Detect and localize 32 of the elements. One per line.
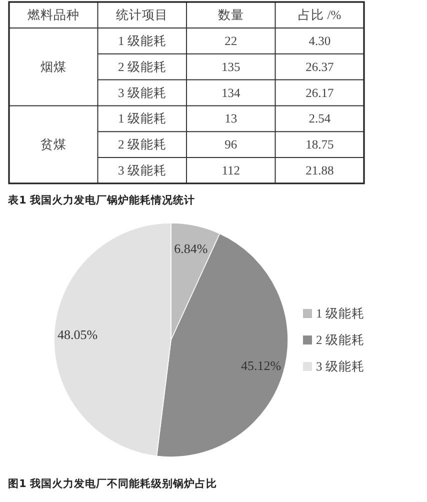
data-label: 13 xyxy=(224,112,238,126)
data-label: 45.12% xyxy=(241,358,282,374)
data-label: 2.54 xyxy=(308,112,332,126)
data-label: 96 xyxy=(224,138,238,152)
data-label: 26.37 xyxy=(306,60,334,74)
caption: 图1 我国火力发电厂不同能耗级别锅炉占比 xyxy=(8,477,217,490)
y-tick-label: 1 级能耗 xyxy=(118,112,166,126)
y2-tick-label: 贫煤 xyxy=(40,138,66,152)
data-label: 48.05% xyxy=(58,326,98,342)
data-label: 6.84% xyxy=(174,241,208,256)
data-label: 134 xyxy=(222,86,241,100)
y-tick-label: 3 级能耗 xyxy=(118,163,166,178)
x-tick-label: 数量 xyxy=(218,8,244,22)
y-tick-label: 2 级能耗 xyxy=(118,60,166,74)
y2-axis-title: 燃料品种 xyxy=(27,8,80,22)
data-label: 18.75 xyxy=(306,138,334,152)
legend-label: 1 级能耗 xyxy=(316,306,364,320)
legend-label: 3 级能耗 xyxy=(316,360,364,374)
y-tick-label: 2 级能耗 xyxy=(118,138,166,152)
y-axis-title: 统计项目 xyxy=(116,8,168,22)
x-tick-label: 占比 /% xyxy=(298,8,342,22)
legend-label: 2 级能耗 xyxy=(316,333,364,347)
data-label: 26.17 xyxy=(306,86,334,100)
data-label: 4.30 xyxy=(308,34,331,48)
text: 表1 我国火力发电厂锅炉能耗情况统计 xyxy=(7,193,195,206)
y-tick-label: 3 级能耗 xyxy=(118,86,166,100)
data-label: 112 xyxy=(222,163,240,178)
data-label: 135 xyxy=(222,60,240,74)
data-label: 22 xyxy=(224,34,238,48)
y2-tick-label: 烟煤 xyxy=(40,60,66,74)
data-label: 21.88 xyxy=(306,163,334,178)
y-tick-label: 1 级能耗 xyxy=(118,34,166,48)
